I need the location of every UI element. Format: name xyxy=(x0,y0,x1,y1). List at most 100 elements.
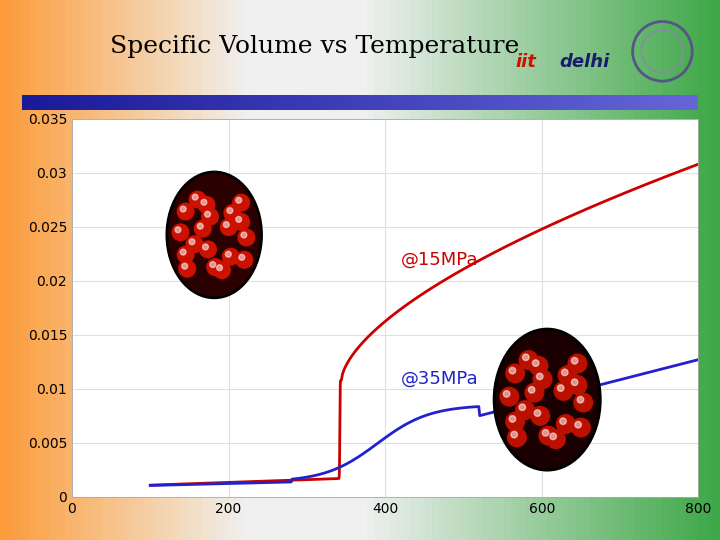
Bar xyxy=(151,0,158,540)
Bar xyxy=(489,95,495,110)
Text: @35MPa: @35MPa xyxy=(401,369,479,387)
Bar xyxy=(475,0,482,540)
Bar xyxy=(62,95,69,110)
Bar xyxy=(150,95,157,110)
Bar xyxy=(137,0,144,540)
Circle shape xyxy=(186,236,203,253)
Bar xyxy=(691,0,698,540)
Circle shape xyxy=(531,407,549,425)
Bar xyxy=(187,0,194,540)
Bar xyxy=(374,95,380,110)
Circle shape xyxy=(575,421,581,428)
Bar xyxy=(583,0,590,540)
Bar xyxy=(346,0,353,540)
Bar xyxy=(50,0,58,540)
Bar xyxy=(22,0,29,540)
Bar xyxy=(295,0,302,540)
Bar xyxy=(29,0,36,540)
Bar xyxy=(475,95,482,110)
Bar xyxy=(310,0,317,540)
Bar xyxy=(670,0,677,540)
Circle shape xyxy=(194,220,211,237)
Circle shape xyxy=(568,354,587,373)
Bar xyxy=(434,95,441,110)
Bar xyxy=(96,95,103,110)
Circle shape xyxy=(189,239,195,245)
Circle shape xyxy=(534,370,552,389)
Bar xyxy=(187,0,194,540)
Bar xyxy=(634,0,641,540)
Bar xyxy=(163,95,171,110)
Bar xyxy=(252,0,259,540)
Bar xyxy=(245,0,252,540)
Bar xyxy=(439,0,446,540)
Bar xyxy=(462,95,468,110)
Bar xyxy=(421,95,428,110)
Bar xyxy=(259,0,266,540)
Bar xyxy=(511,0,518,540)
Bar xyxy=(333,95,340,110)
Circle shape xyxy=(572,418,590,437)
Bar xyxy=(230,0,238,540)
Bar xyxy=(713,0,720,540)
Bar xyxy=(634,0,641,540)
Bar xyxy=(137,95,143,110)
Bar xyxy=(432,0,439,540)
Circle shape xyxy=(224,205,240,221)
Bar xyxy=(382,0,389,540)
Circle shape xyxy=(241,232,247,238)
Circle shape xyxy=(223,222,229,227)
Bar xyxy=(536,95,543,110)
Bar xyxy=(468,0,475,540)
Bar xyxy=(526,0,533,540)
Text: iit: iit xyxy=(516,53,536,71)
Bar xyxy=(49,95,55,110)
Bar xyxy=(22,95,28,110)
Bar xyxy=(238,0,245,540)
Bar xyxy=(482,0,490,540)
Bar xyxy=(266,0,274,540)
Bar xyxy=(605,0,612,540)
Bar xyxy=(631,95,637,110)
Circle shape xyxy=(202,208,218,225)
Circle shape xyxy=(572,379,578,386)
Circle shape xyxy=(236,197,242,203)
Bar xyxy=(626,0,634,540)
Bar xyxy=(312,95,320,110)
Circle shape xyxy=(529,356,548,375)
Bar xyxy=(331,0,338,540)
Bar xyxy=(611,95,617,110)
Circle shape xyxy=(239,254,245,260)
Bar xyxy=(302,0,310,540)
Bar xyxy=(713,0,720,540)
Bar xyxy=(590,0,598,540)
Bar xyxy=(173,0,180,540)
Bar xyxy=(353,0,360,540)
Bar xyxy=(475,0,482,540)
Circle shape xyxy=(225,251,231,257)
Bar xyxy=(454,0,461,540)
Bar xyxy=(231,95,238,110)
Bar xyxy=(468,0,475,540)
Bar xyxy=(374,0,382,540)
Bar xyxy=(58,0,65,540)
Bar xyxy=(216,0,223,540)
Bar xyxy=(665,95,671,110)
Bar xyxy=(320,95,326,110)
Bar xyxy=(619,0,626,540)
Bar xyxy=(533,0,540,540)
Text: Specific Volume vs Temperature: Specific Volume vs Temperature xyxy=(109,35,519,58)
Bar xyxy=(209,0,216,540)
Circle shape xyxy=(180,249,186,255)
Circle shape xyxy=(500,387,518,406)
Bar xyxy=(448,95,455,110)
Circle shape xyxy=(523,354,529,361)
Ellipse shape xyxy=(168,174,260,296)
Circle shape xyxy=(506,413,525,431)
Bar xyxy=(482,0,490,540)
Bar xyxy=(617,95,624,110)
Bar xyxy=(482,95,489,110)
Bar xyxy=(22,0,29,540)
Bar xyxy=(238,95,245,110)
Bar xyxy=(274,0,281,540)
